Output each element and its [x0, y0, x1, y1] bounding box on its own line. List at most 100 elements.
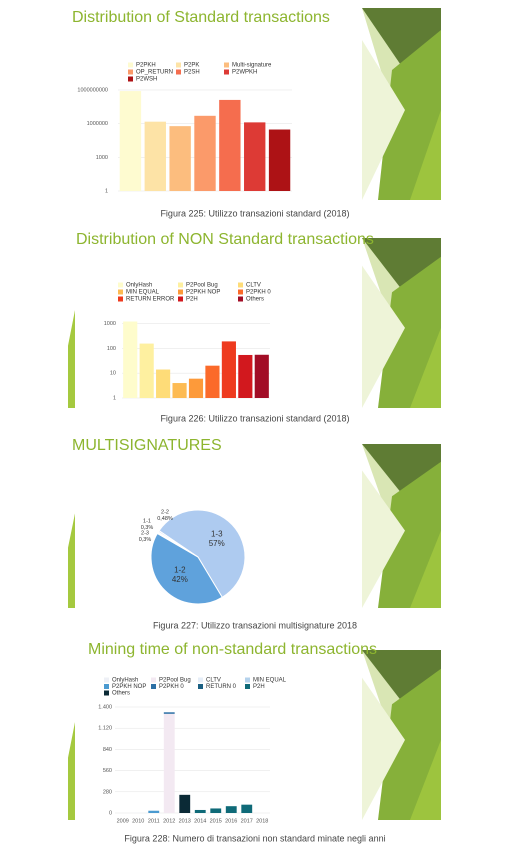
slice-value: 0,3% — [141, 525, 154, 531]
legend-label: P2H — [253, 684, 265, 690]
slide-title: Distribution of NON Standard transaction… — [76, 231, 374, 248]
deco — [362, 265, 405, 408]
y-tick-label: 100 — [107, 346, 116, 352]
legend-swatch — [104, 677, 109, 683]
caption: Figura 226: Utilizzo transazioni standar… — [160, 413, 349, 423]
legend-label: Multi-signature — [232, 63, 272, 69]
x-tick-label: 2010 — [132, 818, 144, 824]
legend-label: OnlyHash — [126, 283, 152, 289]
bar — [238, 354, 253, 398]
y-tick-label: 1000 — [104, 321, 116, 327]
x-tick-label: 2009 — [117, 818, 129, 824]
deco — [68, 310, 75, 408]
legend-swatch — [151, 684, 156, 689]
bar — [205, 365, 220, 398]
legend-swatch — [118, 296, 123, 302]
x-tick-label: 2012 — [163, 818, 175, 824]
legend-swatch — [104, 690, 109, 696]
legend-swatch — [238, 282, 243, 288]
legend-label: CLTV — [206, 678, 221, 684]
legend-label: OP_RETURN — [136, 70, 173, 76]
caption: Figura 227: Utilizzo transazioni multisi… — [153, 620, 357, 630]
bar — [219, 99, 241, 191]
legend-swatch — [198, 677, 203, 683]
deco — [68, 513, 75, 608]
slice-label: 1-3 — [211, 529, 223, 538]
bar — [221, 341, 236, 398]
legend-label: P2Pool Bug — [159, 678, 191, 684]
y-tick-label: 0 — [109, 810, 112, 816]
legend-swatch — [245, 677, 250, 683]
legend-swatch — [118, 289, 123, 295]
slice-label: 2-3 — [141, 530, 149, 536]
slice-label: 1-2 — [174, 566, 186, 575]
deco — [68, 722, 75, 820]
y-tick-label: 1.400 — [98, 704, 112, 710]
legend-swatch — [176, 69, 181, 75]
legend-swatch — [224, 69, 229, 75]
slide-title: MULTISIGNATURES — [72, 437, 222, 454]
bar — [254, 354, 269, 398]
slice-value: 0,3% — [139, 537, 152, 543]
x-tick-label: 2017 — [241, 818, 253, 824]
legend-label: CLTV — [246, 283, 261, 289]
legend-swatch — [128, 69, 133, 75]
slide-title: Distribution of Standard transactions — [72, 9, 330, 26]
legend-label: Others — [112, 691, 130, 697]
slice-label: 1-1 — [143, 518, 151, 524]
deco — [362, 677, 405, 820]
x-tick-label: 2016 — [225, 818, 237, 824]
legend-swatch — [118, 282, 123, 288]
legend-swatch — [151, 677, 156, 683]
legend-swatch — [178, 296, 183, 302]
legend-swatch — [198, 684, 203, 689]
legend-label: MIN EQUAL — [126, 290, 160, 296]
bar — [268, 129, 291, 191]
bar — [188, 378, 204, 398]
legend-swatch — [238, 296, 243, 302]
legend-label: RETURN 0 — [206, 684, 237, 690]
bar-segment — [148, 810, 160, 813]
legend-label: P2PKH 0 — [246, 290, 271, 296]
deco — [410, 110, 441, 200]
bar — [244, 122, 266, 191]
legend-swatch — [238, 289, 243, 295]
deco — [362, 40, 405, 200]
bar-segment — [225, 806, 237, 813]
legend-label: P2PKH NOP — [112, 684, 146, 690]
legend-label: P2PKH 0 — [159, 684, 184, 690]
slide-title: Mining time of non-standard transactions — [88, 641, 377, 658]
legend-swatch — [245, 684, 250, 689]
legend-label: P2H — [186, 297, 198, 303]
x-tick-label: 2018 — [256, 818, 268, 824]
legend-label: P2PKH NOP — [186, 290, 220, 296]
y-tick-label: 10 — [110, 371, 116, 377]
y-tick-label: 1000000000 — [77, 87, 108, 93]
bar-segment — [194, 809, 206, 813]
slice-label: 2-2 — [161, 509, 169, 515]
y-tick-label: 1 — [113, 395, 116, 401]
caption: Figura 225: Utilizzo transazioni standar… — [160, 208, 349, 218]
bar — [169, 126, 191, 191]
y-tick-label: 840 — [103, 747, 112, 753]
bar-segment — [163, 713, 175, 813]
legend-swatch — [224, 62, 229, 68]
slice-value: 42% — [172, 575, 188, 584]
y-tick-label: 1000 — [96, 155, 108, 161]
bar-segment — [241, 804, 253, 813]
legend-label: P2PK — [184, 63, 199, 69]
legend-label: P2PKH — [136, 63, 156, 69]
legend-swatch — [176, 62, 181, 68]
bar-segment — [163, 712, 175, 714]
bar — [119, 91, 142, 191]
legend-label: P2WSH — [136, 77, 157, 83]
legend-label: OnlyHash — [112, 678, 138, 684]
x-tick-label: 2011 — [148, 818, 160, 824]
pie-slice — [158, 509, 246, 598]
caption: Figura 228: Numero di transazioni non st… — [124, 833, 385, 843]
legend-swatch — [178, 289, 183, 295]
legend-label: RETURN ERROR — [126, 297, 175, 303]
slice-value: 0,48% — [157, 516, 173, 522]
y-tick-label: 1000000 — [87, 121, 108, 127]
